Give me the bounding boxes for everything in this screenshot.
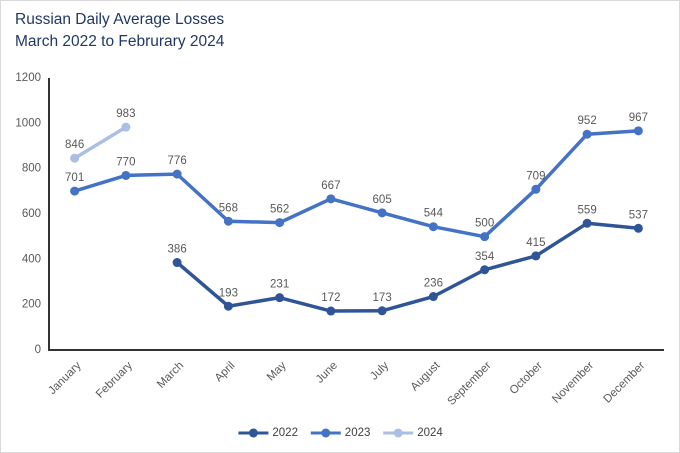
data-label-2023: 500 bbox=[475, 218, 494, 230]
x-axis-tick-label: February bbox=[94, 359, 135, 400]
axis-lines bbox=[48, 78, 664, 351]
series-line-2023 bbox=[72, 129, 641, 239]
x-axis-tick-label: June bbox=[314, 360, 340, 386]
legend-marker-dot-2023 bbox=[321, 428, 331, 438]
chart-title: Russian Daily Average Losses March 2022 … bbox=[15, 9, 224, 54]
chart-title-line2: March 2022 to Februrary 2024 bbox=[15, 33, 225, 51]
legend-item-2022: 2022 bbox=[238, 427, 298, 439]
x-axis-tick-label: July bbox=[368, 359, 391, 382]
y-axis-tick-label: 1000 bbox=[15, 117, 41, 129]
x-axis-tick-label: March bbox=[155, 360, 186, 391]
data-point-2023 bbox=[70, 186, 80, 196]
data-label-2023: 709 bbox=[526, 170, 545, 182]
data-label-2022: 173 bbox=[373, 292, 392, 304]
y-axis-tick-label: 600 bbox=[22, 208, 41, 220]
data-point-2022 bbox=[326, 306, 336, 316]
data-point-2022 bbox=[480, 265, 490, 275]
y-axis-tick-label: 0 bbox=[35, 344, 41, 356]
data-label-2023: 701 bbox=[65, 172, 84, 184]
data-label-2023: 770 bbox=[116, 156, 135, 168]
data-point-2023 bbox=[531, 184, 541, 194]
x-axis-tick-label: October bbox=[508, 360, 546, 398]
data-label-2022: 193 bbox=[219, 287, 238, 299]
legend-item-2023: 2023 bbox=[310, 427, 371, 439]
data-point-2022 bbox=[172, 258, 182, 268]
data-point-2022 bbox=[582, 218, 592, 228]
y-axis-tick-label: 400 bbox=[22, 253, 41, 265]
data-label-2022: 172 bbox=[321, 292, 340, 304]
data-point-2023 bbox=[326, 194, 336, 204]
data-point-2023 bbox=[223, 216, 233, 226]
legend-marker-dot-2024 bbox=[393, 428, 403, 438]
data-label-2022: 537 bbox=[629, 209, 648, 221]
data-point-2023 bbox=[377, 208, 387, 218]
y-axis-tick-label: 1200 bbox=[15, 72, 41, 84]
data-label-2022: 354 bbox=[475, 251, 495, 263]
data-label-2024: 983 bbox=[116, 108, 135, 120]
data-point-2023 bbox=[428, 222, 438, 232]
legend-label-2024: 2024 bbox=[417, 427, 443, 439]
data-point-2022 bbox=[223, 301, 233, 311]
data-label-2023: 667 bbox=[321, 180, 340, 192]
x-axis-tick-label: September bbox=[445, 360, 493, 408]
data-point-2022 bbox=[633, 223, 643, 233]
data-point-2022 bbox=[531, 251, 541, 261]
data-point-2023 bbox=[172, 169, 182, 179]
data-label-2023: 967 bbox=[629, 112, 648, 124]
data-label-2023: 562 bbox=[270, 204, 289, 216]
x-axis-tick-label: May bbox=[265, 359, 289, 383]
data-point-2023 bbox=[275, 218, 285, 228]
series-line-2024 bbox=[72, 125, 128, 160]
legend-item-2024: 2024 bbox=[383, 427, 443, 439]
data-point-2022 bbox=[377, 306, 387, 316]
series-line-2022 bbox=[175, 221, 641, 313]
data-point-2022 bbox=[275, 293, 285, 303]
x-axis-tick-label: April bbox=[213, 360, 238, 385]
data-label-2022: 231 bbox=[270, 279, 289, 291]
data-point-2023 bbox=[582, 129, 592, 139]
data-label-2022: 415 bbox=[526, 237, 545, 249]
x-axis-tick-label: November bbox=[550, 360, 596, 406]
data-label-2023: 605 bbox=[373, 194, 392, 206]
data-label-2022: 386 bbox=[168, 244, 187, 256]
data-point-2022 bbox=[428, 292, 438, 302]
data-label-2022: 559 bbox=[578, 204, 597, 216]
legend-marker-dot-2022 bbox=[248, 428, 258, 438]
data-label-2022: 236 bbox=[424, 278, 443, 290]
data-point-2024 bbox=[121, 122, 131, 132]
data-label-2023: 544 bbox=[424, 208, 444, 220]
x-axis-tick-label: August bbox=[409, 359, 443, 393]
legend-label-2022: 2022 bbox=[272, 427, 298, 439]
data-point-2023 bbox=[480, 232, 490, 242]
data-label-2023: 952 bbox=[578, 115, 597, 127]
y-axis-tick-label: 800 bbox=[22, 163, 41, 175]
data-point-2023 bbox=[121, 170, 131, 180]
x-axis-tick-label: January bbox=[46, 359, 84, 397]
data-label-2023: 776 bbox=[168, 155, 187, 167]
legend-label-2023: 2023 bbox=[345, 427, 371, 439]
data-point-2023 bbox=[633, 126, 643, 136]
chart-title-line1: Russian Daily Average Losses bbox=[15, 11, 225, 28]
data-label-2023: 568 bbox=[219, 202, 238, 214]
data-label-2024: 846 bbox=[65, 139, 84, 151]
x-axis-tick-label: December bbox=[601, 360, 647, 406]
y-axis-tick-label: 200 bbox=[22, 299, 41, 311]
data-point-2024 bbox=[70, 153, 80, 163]
